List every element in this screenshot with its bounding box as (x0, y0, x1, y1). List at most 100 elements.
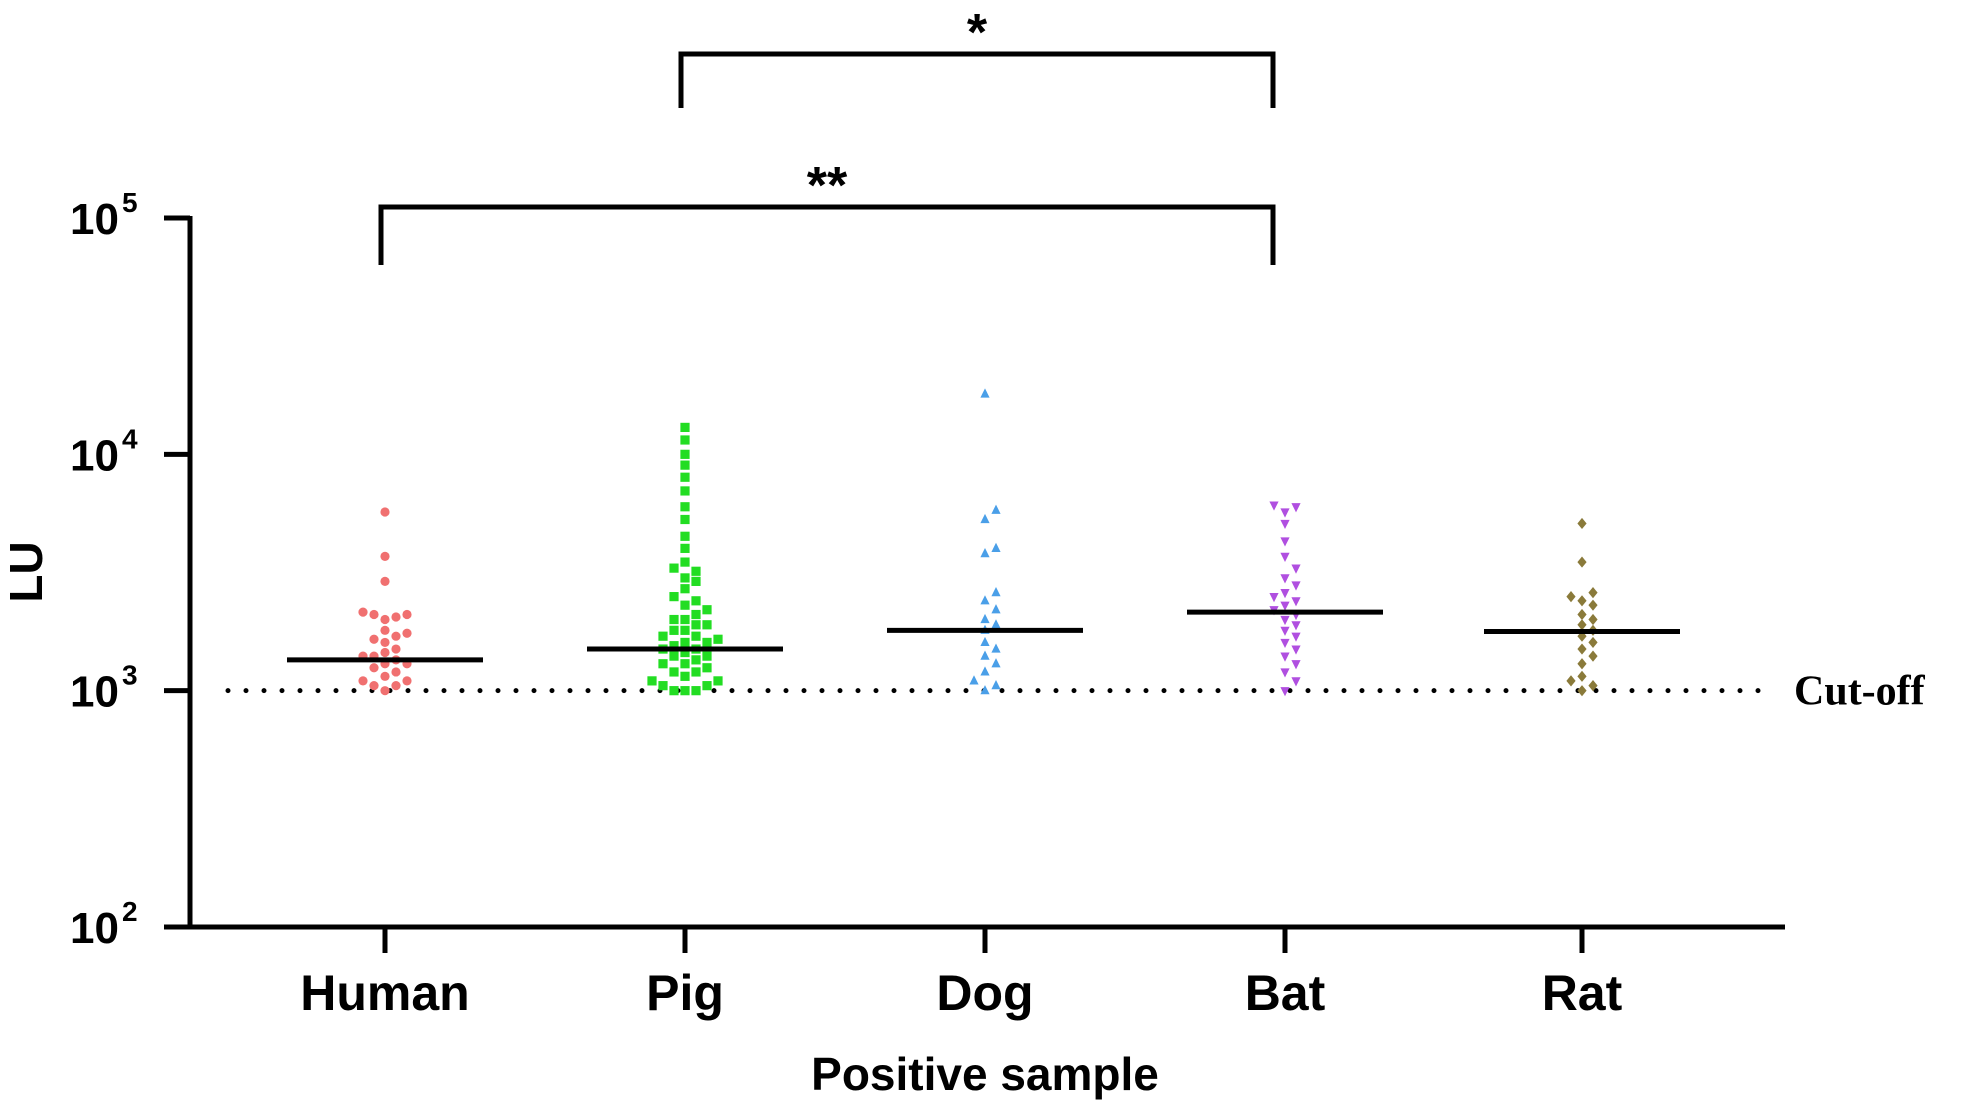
rat-point (1588, 680, 1598, 692)
data-points (358, 388, 1598, 697)
pig-point (680, 671, 690, 681)
bat-point (1280, 638, 1290, 649)
pig-point (680, 637, 690, 648)
dog-point (991, 680, 1001, 690)
bat-point (1280, 519, 1290, 530)
cutoff-group: Cut-off (225, 669, 1926, 715)
pig-point (658, 631, 668, 641)
x-tick-label-pig: Pig (646, 965, 724, 1021)
rat-point (1577, 517, 1587, 530)
pig-point (680, 514, 690, 525)
rat-point (1577, 670, 1587, 682)
y-tick-label-0: 10 (70, 904, 119, 953)
rat-point (1588, 636, 1598, 649)
pig-point (680, 614, 690, 625)
pig-point (702, 681, 712, 691)
pig-point (680, 460, 690, 470)
pig-point (680, 647, 690, 658)
y-tick-label-1: 10 (70, 668, 119, 717)
pig-point (669, 592, 679, 602)
dog-point (980, 548, 990, 558)
pig-point (680, 600, 690, 610)
human-point (402, 628, 412, 638)
bat-point (1280, 626, 1290, 636)
pig-point (691, 686, 701, 696)
dog-point (969, 675, 979, 685)
cutoff-label: Cut-off (1794, 669, 1926, 715)
pig-point (702, 605, 712, 615)
bat-point (1291, 503, 1301, 513)
rat-point (1577, 595, 1587, 607)
pig-point (691, 631, 701, 641)
pig-point (680, 486, 690, 496)
bat-point (1280, 574, 1290, 584)
pig-point (680, 422, 690, 433)
pig-point (713, 634, 723, 644)
pig-point (647, 676, 657, 686)
bat-point (1280, 588, 1290, 599)
dog-point (980, 595, 990, 605)
significance-bracket-2 (378, 204, 1276, 265)
human-point (369, 663, 379, 673)
dog-point (991, 604, 1001, 614)
significance-label-2: ** (807, 157, 848, 215)
bat-point (1291, 632, 1301, 642)
pig-point (680, 472, 690, 482)
y-tick-exponent-0: 2 (122, 896, 138, 927)
bat-point (1291, 621, 1301, 631)
dog-point (991, 586, 1001, 597)
pig-point (680, 449, 690, 459)
rat-point (1577, 658, 1587, 670)
rat-point (1577, 630, 1587, 642)
dog-point (991, 619, 1001, 629)
pig-point (669, 625, 679, 635)
rat-point (1577, 619, 1587, 631)
human-point (391, 631, 401, 641)
significance-label-1: * (967, 4, 988, 62)
pig-point (702, 620, 712, 630)
bat-point (1291, 645, 1301, 655)
pig-point (702, 637, 712, 648)
axes (164, 215, 1785, 953)
bat-point (1291, 660, 1301, 670)
pig-point (680, 557, 690, 567)
pig-point (669, 686, 679, 696)
pig-point (680, 686, 690, 696)
pig-point (691, 667, 701, 677)
y-tick-exponent-1: 3 (122, 660, 138, 691)
bat-point (1291, 597, 1301, 607)
dog-point (980, 666, 990, 676)
pig-point (669, 563, 679, 573)
rat-point (1588, 586, 1598, 599)
human-point (380, 551, 390, 561)
pig-point (658, 681, 668, 691)
dog-point (991, 504, 1001, 514)
human-point (380, 507, 390, 517)
y-tick-label-2: 10 (70, 431, 119, 480)
rat-point (1588, 599, 1598, 611)
bat-point (1291, 581, 1301, 591)
human-point (402, 676, 412, 686)
significance-brackets: *** (378, 4, 1276, 265)
pig-point (702, 663, 712, 673)
bat-point (1280, 537, 1290, 547)
human-point (380, 576, 390, 586)
x-axis-title: Positive sample (811, 1048, 1159, 1100)
pig-point (713, 676, 723, 686)
rat-point (1577, 685, 1587, 697)
rat-point (1566, 591, 1576, 603)
pig-point (691, 596, 701, 606)
dog-point (991, 643, 1001, 653)
pig-point (680, 435, 690, 445)
human-point (380, 625, 390, 635)
pig-point (691, 620, 701, 630)
pig-point (680, 625, 690, 635)
dog-point (980, 388, 990, 398)
pig-point (680, 584, 690, 594)
pig-point (680, 659, 690, 669)
rat-point (1566, 675, 1576, 687)
rat-point (1588, 650, 1598, 662)
x-tick-label-human: Human (300, 965, 469, 1021)
